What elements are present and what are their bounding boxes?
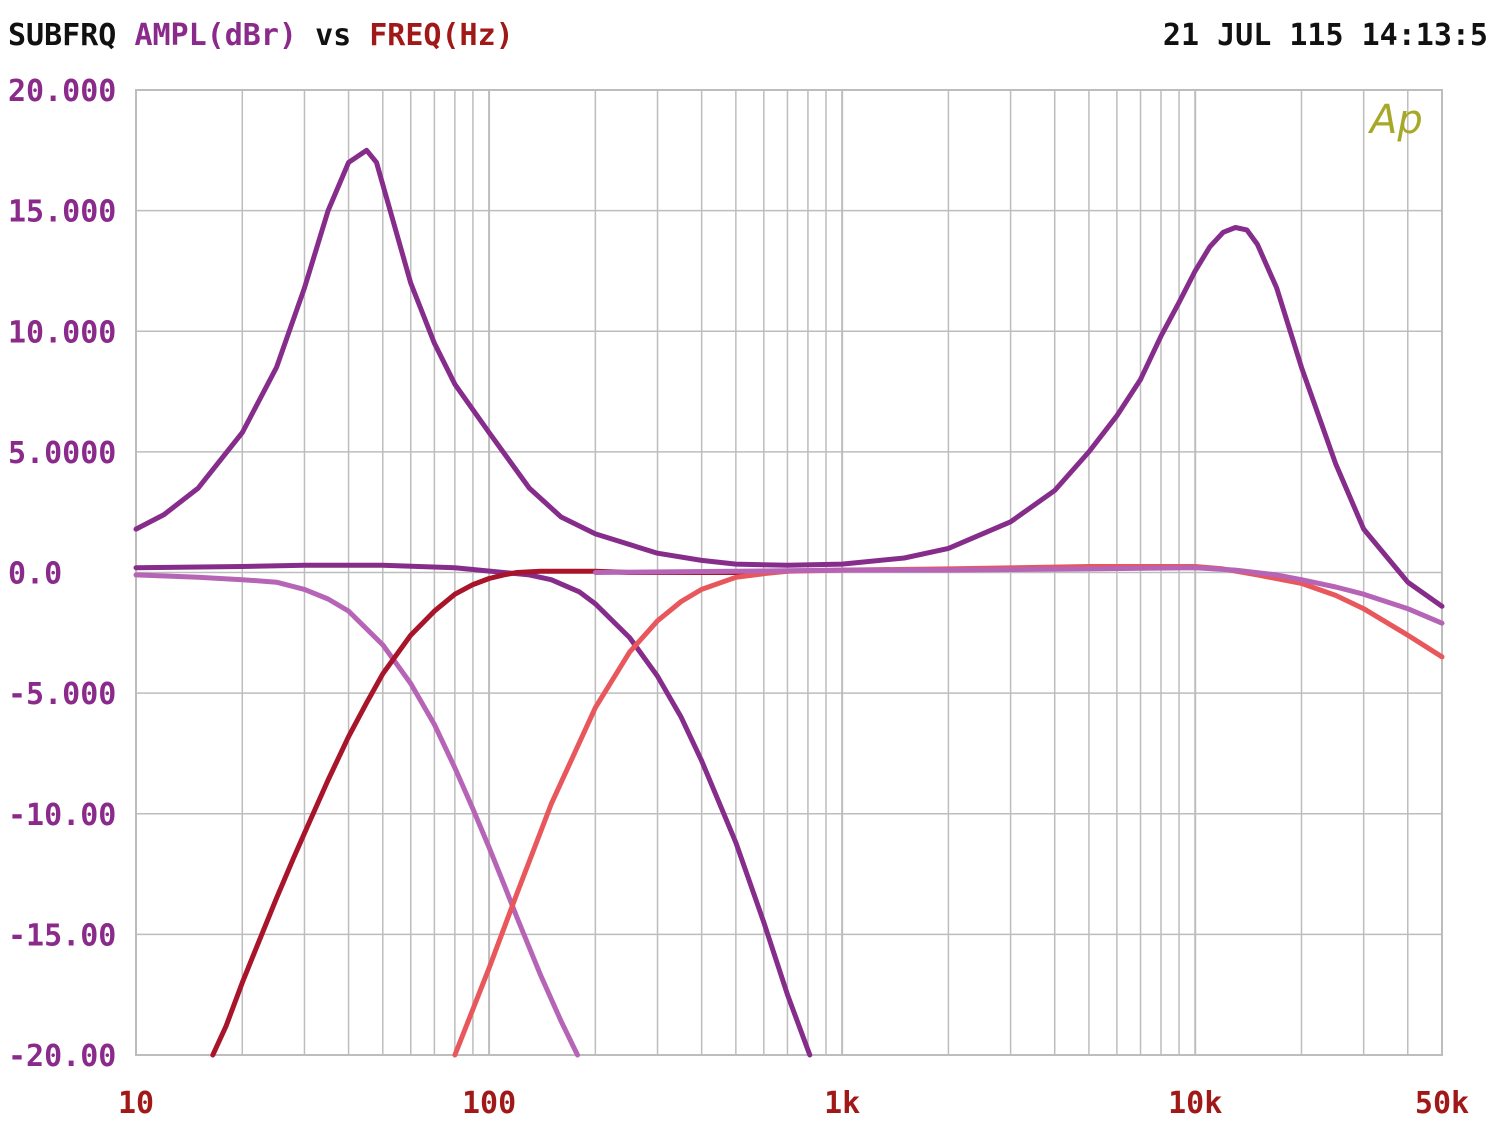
y-tick-label: -10.00 bbox=[8, 798, 116, 833]
x-tick-label: 50k bbox=[1415, 1086, 1469, 1121]
series-line-2 bbox=[133, 562, 813, 1058]
y-tick-label: 15.000 bbox=[8, 195, 116, 230]
vs-label: vs bbox=[315, 18, 352, 53]
chart-title: SUBFRQ AMPL(dBr) vs FREQ(Hz) bbox=[8, 18, 514, 53]
y-tick-label: -15.00 bbox=[8, 918, 116, 953]
x-tick-label: 100 bbox=[462, 1086, 516, 1121]
y-tick-label: 10.000 bbox=[8, 315, 116, 350]
data-series bbox=[133, 147, 1445, 1058]
x-tick-labels: 10 100 1k 10k 50k bbox=[118, 1086, 1469, 1121]
y-axis-label: AMPL(dBr) bbox=[134, 18, 297, 53]
chart-header: SUBFRQ AMPL(dBr) vs FREQ(Hz) 21 JUL 115 … bbox=[0, 18, 1500, 58]
x-axis-label: FREQ(Hz) bbox=[369, 18, 514, 53]
y-tick-label: 5.0000 bbox=[8, 436, 116, 471]
series-line-1 bbox=[133, 147, 1445, 609]
series-line-6 bbox=[592, 565, 1445, 626]
y-tick-label: 0.0 bbox=[8, 557, 62, 592]
ap-logo: Ap bbox=[1367, 97, 1423, 143]
y-tick-label: -20.00 bbox=[8, 1039, 116, 1074]
x-tick-label: 10k bbox=[1168, 1086, 1222, 1121]
x-tick-label: 10 bbox=[118, 1086, 154, 1121]
x-tick-label: 1k bbox=[824, 1086, 860, 1121]
y-tick-labels: 20.000 15.000 10.000 5.0000 0.0 -5.000 -10.00 -… bbox=[8, 74, 116, 1074]
y-tick-label: 20.000 bbox=[8, 74, 116, 109]
y-tick-label: -5.000 bbox=[8, 677, 116, 712]
title-prefix: SUBFRQ bbox=[8, 18, 117, 53]
timestamp: 21 JUL 115 14:13:5 bbox=[1162, 18, 1488, 53]
series-line-3 bbox=[133, 572, 580, 1058]
